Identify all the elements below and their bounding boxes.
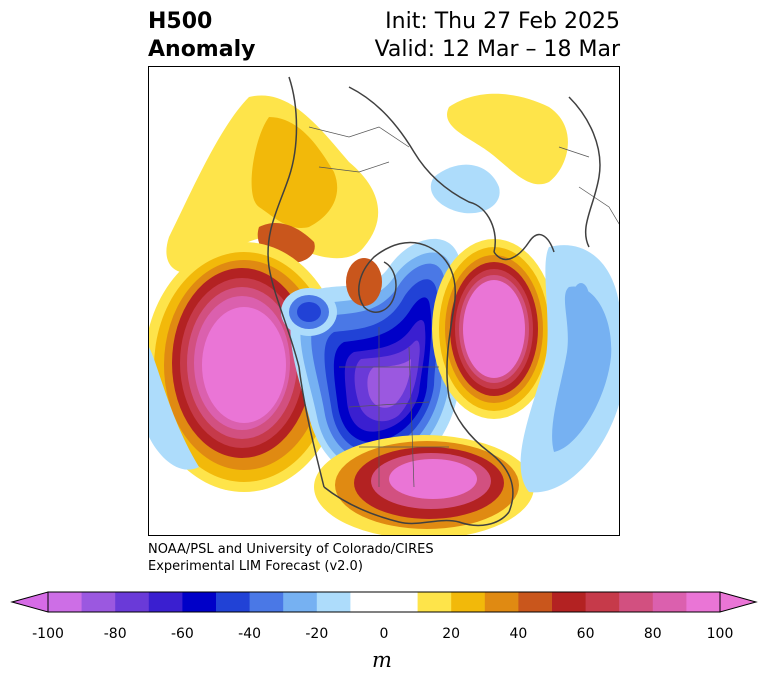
colorbar-bin (552, 592, 587, 612)
title-type: Anomaly (148, 37, 256, 62)
east-atlantic-trough (520, 245, 619, 493)
colorbar-frame (47, 591, 721, 613)
colorbar-tick-label: 40 (509, 626, 528, 642)
title-variable: H500 (148, 9, 213, 34)
colorbar-tick-label: 20 (442, 626, 461, 642)
colorbar-tick-label: 0 (379, 626, 389, 642)
colorbar-tick-label: 80 (643, 626, 662, 642)
colorbar-tick-label: -20 (305, 626, 329, 642)
political-borders (308, 126, 619, 488)
colorbar (10, 591, 758, 613)
credit-line-2: Experimental LIM Forecast (v2.0) (148, 559, 363, 574)
southeast-ridge (314, 435, 534, 535)
colorbar-bin (619, 592, 654, 612)
colorbar-unit: m (372, 648, 392, 672)
colorbar-extend-high (719, 591, 758, 613)
valid-range: Valid: 12 Mar – 18 Mar (374, 37, 620, 62)
anomaly-map (148, 66, 620, 536)
colorbar-tick-label: -40 (238, 626, 262, 642)
hudson-ridge (346, 258, 382, 306)
colorbar-bin (182, 592, 217, 612)
colorbar-bin (249, 592, 284, 612)
credit-line-1: NOAA/PSL and University of Colorado/CIRE… (148, 542, 434, 557)
colorbar-bin (115, 592, 150, 612)
colorbar-bin (686, 592, 721, 612)
colorbar-bin (148, 592, 183, 612)
colorbar-ticks: -100 -80 -60 -40 -20 0 20 40 60 80 100 (0, 626, 768, 646)
atlantic-ridge (432, 239, 556, 419)
colorbar-bin (417, 592, 452, 612)
colorbar-bin (652, 592, 687, 612)
colorbar-tick-label: -100 (32, 626, 64, 642)
colorbar-bin (316, 592, 351, 612)
colorbar-tick-label: -60 (170, 626, 194, 642)
colorbar-tick-label: -80 (103, 626, 127, 642)
init-date: Init: Thu 27 Feb 2025 (385, 9, 620, 34)
northern-ridge-core (251, 117, 338, 228)
map-canvas (149, 76, 619, 535)
colorbar-bin (451, 592, 486, 612)
pacific-weak-trough (149, 347, 199, 470)
colorbar-bin (283, 592, 318, 612)
colorbar-tick-label: 60 (576, 626, 595, 642)
colorbar-bin (585, 592, 620, 612)
arctic-ridge (447, 93, 568, 185)
colorbar-extend-low (10, 591, 49, 613)
map-title: H500 Anomaly (148, 8, 255, 64)
colorbar-bin (216, 592, 251, 612)
upper-east-trough (430, 164, 500, 214)
forecast-dates: Init: Thu 27 Feb 2025 Valid: 12 Mar – 18… (375, 8, 620, 64)
credit-text: NOAA/PSL and University of Colorado/CIRE… (148, 541, 434, 575)
colorbar-bin (484, 592, 519, 612)
colorbar-bin (350, 592, 419, 612)
colorbar-bins (48, 592, 721, 612)
colorbar-bin (81, 592, 116, 612)
west-trough (281, 288, 337, 336)
colorbar-tick-label: 100 (706, 626, 734, 642)
coastlines (267, 76, 601, 527)
colorbar-bin (518, 592, 553, 612)
colorbar-bin (48, 592, 83, 612)
